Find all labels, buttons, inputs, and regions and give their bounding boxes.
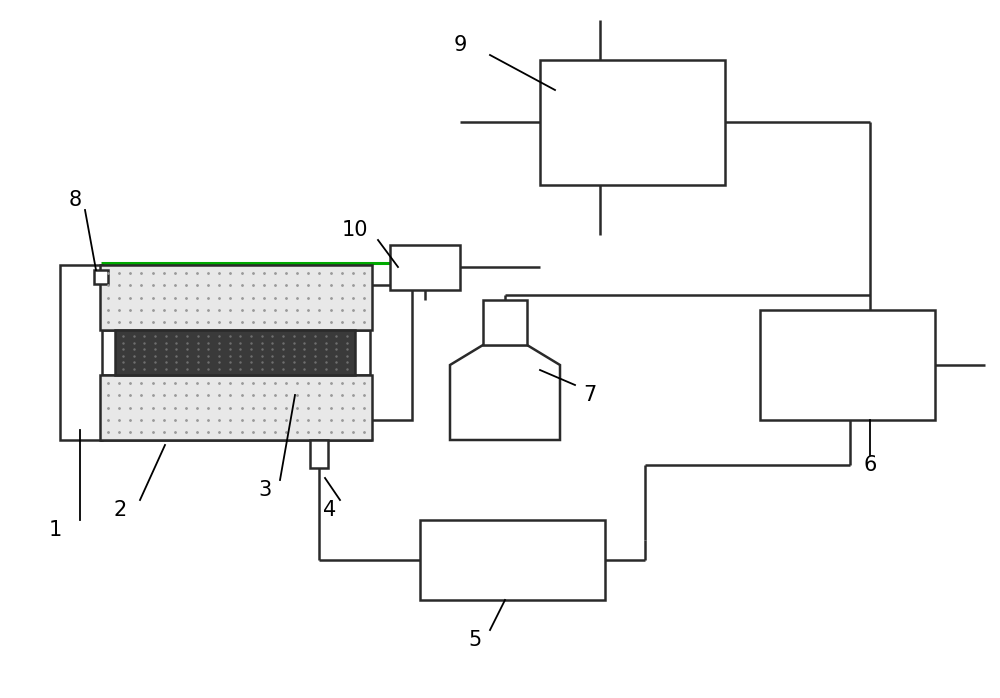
Text: 7: 7: [583, 385, 597, 405]
Text: 8: 8: [68, 190, 82, 210]
Bar: [390, 245, 460, 290]
Bar: [100, 265, 372, 330]
Text: 6: 6: [863, 455, 877, 475]
Text: 9: 9: [453, 35, 467, 55]
Bar: [483, 300, 527, 345]
Text: 1: 1: [48, 520, 62, 540]
Bar: [60, 265, 102, 440]
Polygon shape: [450, 345, 560, 440]
Bar: [760, 310, 935, 420]
Text: 2: 2: [113, 500, 127, 520]
Text: 3: 3: [258, 480, 272, 500]
Bar: [115, 330, 355, 375]
Bar: [540, 60, 725, 185]
Bar: [370, 285, 412, 420]
Bar: [310, 440, 328, 468]
Bar: [94, 270, 108, 284]
Text: 4: 4: [323, 500, 337, 520]
Bar: [420, 520, 605, 600]
Bar: [115, 330, 355, 375]
Text: 5: 5: [468, 630, 482, 650]
Bar: [100, 375, 372, 440]
Text: 10: 10: [342, 220, 368, 240]
